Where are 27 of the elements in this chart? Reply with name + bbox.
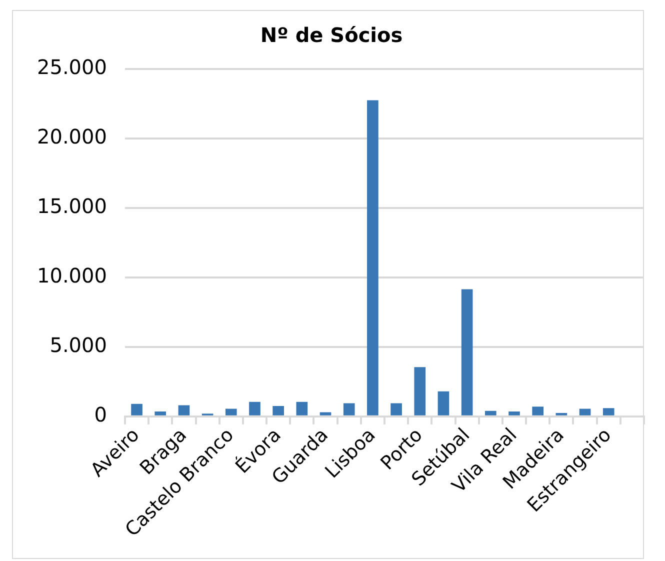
bar: [556, 412, 568, 416]
bar: [154, 412, 166, 416]
y-tick-label: 0: [94, 402, 107, 427]
bar: [602, 408, 614, 416]
bar: [390, 403, 402, 416]
bar: [131, 404, 142, 416]
bar: [438, 391, 450, 416]
bar: [343, 403, 355, 416]
y-tick-label: 15.000: [36, 194, 107, 218]
bar: [461, 289, 473, 416]
bar: [579, 408, 591, 416]
bar: [508, 412, 520, 416]
y-tick-label: 20.000: [36, 124, 107, 149]
bar: [414, 367, 426, 416]
y-tick-label: 10.000: [36, 264, 107, 288]
chart-title: Nº de Sócios: [260, 23, 403, 48]
bar: [272, 406, 284, 416]
bar: [484, 410, 496, 416]
bar: [249, 402, 260, 416]
bar: [320, 412, 332, 416]
bar: [532, 406, 544, 416]
y-tick-label: 25.000: [36, 55, 107, 80]
bar: [225, 408, 237, 416]
bar: [367, 100, 378, 416]
y-tick-label: 5.000: [50, 333, 107, 358]
bar: [296, 402, 308, 416]
bar: [178, 405, 190, 416]
